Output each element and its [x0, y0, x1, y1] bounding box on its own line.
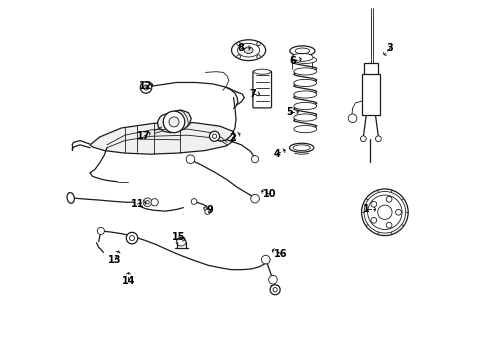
FancyBboxPatch shape: [364, 63, 378, 76]
Ellipse shape: [292, 53, 313, 61]
Circle shape: [237, 42, 241, 46]
FancyBboxPatch shape: [253, 71, 271, 108]
Ellipse shape: [293, 145, 310, 150]
Circle shape: [169, 117, 179, 127]
Circle shape: [251, 156, 259, 163]
Ellipse shape: [294, 79, 317, 86]
Circle shape: [210, 131, 220, 141]
Circle shape: [262, 255, 270, 264]
FancyBboxPatch shape: [362, 74, 380, 116]
Text: 8: 8: [237, 43, 244, 53]
Polygon shape: [157, 110, 191, 133]
Text: 7: 7: [249, 89, 256, 99]
Circle shape: [126, 232, 138, 244]
Circle shape: [395, 210, 401, 215]
Ellipse shape: [294, 126, 317, 133]
Text: 9: 9: [206, 206, 213, 216]
Text: 4: 4: [273, 149, 280, 159]
Ellipse shape: [244, 47, 253, 53]
Ellipse shape: [294, 103, 317, 109]
Text: 1: 1: [363, 204, 369, 215]
Circle shape: [386, 197, 392, 202]
Text: 2: 2: [229, 133, 236, 143]
Circle shape: [151, 199, 158, 206]
Text: 16: 16: [274, 248, 288, 258]
Circle shape: [251, 194, 259, 203]
Text: 13: 13: [108, 255, 122, 265]
Circle shape: [362, 189, 408, 235]
Text: 5: 5: [287, 107, 293, 117]
Ellipse shape: [294, 56, 317, 63]
Text: 12: 12: [139, 81, 152, 91]
Circle shape: [191, 199, 197, 204]
Circle shape: [257, 42, 260, 46]
Circle shape: [257, 55, 260, 58]
Text: 3: 3: [387, 43, 393, 53]
Ellipse shape: [67, 193, 74, 203]
Circle shape: [371, 217, 377, 223]
Circle shape: [371, 201, 377, 207]
Circle shape: [378, 205, 392, 220]
Circle shape: [186, 155, 195, 163]
Circle shape: [205, 209, 211, 215]
Text: 11: 11: [131, 199, 144, 209]
Ellipse shape: [294, 91, 317, 98]
Circle shape: [237, 55, 241, 58]
Circle shape: [270, 285, 280, 295]
Circle shape: [348, 114, 357, 123]
Circle shape: [386, 222, 392, 228]
Ellipse shape: [294, 114, 317, 121]
Circle shape: [375, 136, 381, 141]
Circle shape: [269, 275, 277, 284]
Text: 15: 15: [172, 232, 185, 242]
Circle shape: [97, 227, 104, 234]
Ellipse shape: [290, 46, 315, 56]
Text: 17: 17: [137, 131, 150, 141]
Circle shape: [143, 198, 152, 207]
Circle shape: [140, 82, 152, 93]
Ellipse shape: [290, 143, 314, 152]
Polygon shape: [90, 123, 235, 154]
Circle shape: [163, 111, 185, 133]
Ellipse shape: [232, 40, 266, 60]
Ellipse shape: [254, 69, 271, 74]
Text: 14: 14: [122, 276, 135, 286]
Circle shape: [361, 136, 366, 141]
Text: 6: 6: [289, 56, 296, 66]
Ellipse shape: [294, 68, 317, 75]
Text: 10: 10: [263, 189, 277, 199]
